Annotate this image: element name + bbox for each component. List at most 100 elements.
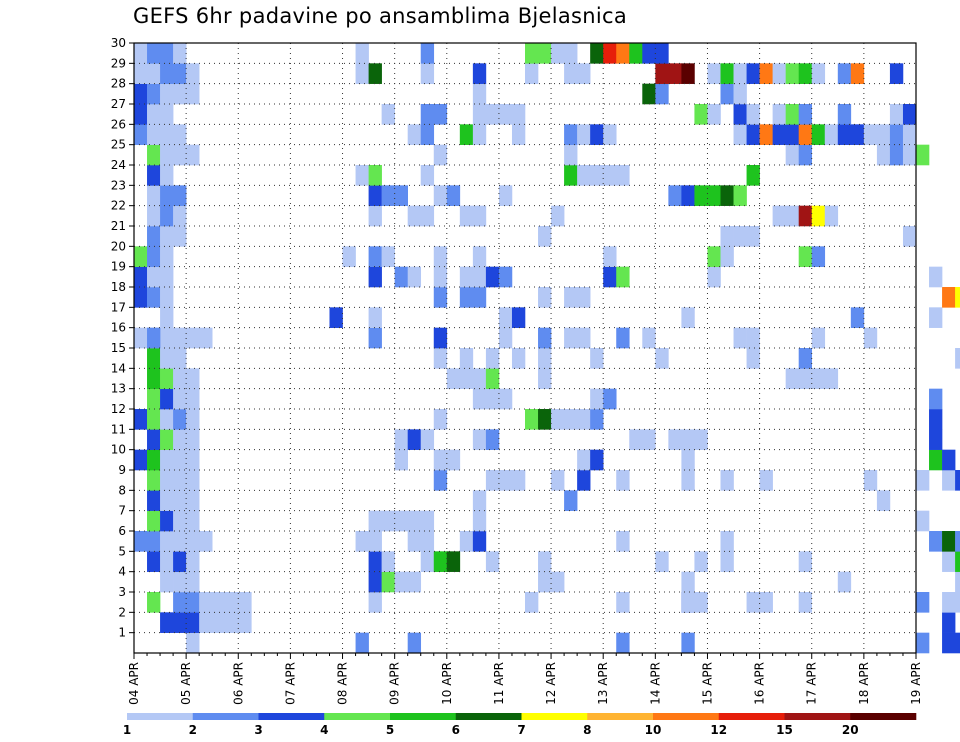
colorbar-label-4: 4 — [320, 723, 328, 737]
precip-cell-member-26 — [863, 124, 891, 145]
precip-cell-member-6 — [616, 531, 630, 552]
precip-cell-member-5 — [368, 551, 382, 572]
x-tick-label: 04 APR — [127, 662, 141, 705]
precip-cell-member-11 — [407, 429, 422, 450]
y-tick-label-18: 18 — [111, 280, 126, 294]
precip-cell-member-13 — [160, 388, 174, 410]
precip-cell-member-4 — [173, 571, 200, 593]
precip-cell-member-24 — [147, 165, 161, 186]
colorbar-swatch-5–6 — [390, 713, 457, 720]
precip-cell-member-27 — [746, 104, 760, 125]
precip-cell-member-16 — [147, 327, 161, 349]
precip-cell-member-23 — [433, 185, 448, 206]
precip-cell-member-15 — [511, 348, 526, 369]
precip-cell-member-3 — [173, 592, 200, 613]
x-tick-label: 19 APR — [909, 662, 923, 705]
precip-cell-member-25 — [876, 144, 891, 166]
precip-cell-member-23 — [381, 185, 408, 206]
precip-cell-member-23 — [147, 185, 161, 206]
x-tick-label: 17 APR — [805, 662, 819, 705]
precip-cell-member-19 — [707, 266, 721, 288]
precip-cell-member-27 — [472, 104, 526, 125]
precip-cell-member-21 — [720, 226, 734, 247]
precip-cell-member-26 — [759, 124, 773, 145]
precip-cell-member-19 — [603, 266, 617, 288]
precip-cell-member-4 — [551, 571, 565, 593]
precip-cell-member-27 — [381, 104, 395, 125]
precip-cell-member-26 — [746, 124, 760, 145]
precip-cell-member-26 — [511, 124, 526, 145]
precip-cell-member-28 — [472, 83, 487, 105]
precip-cell-member-23 — [733, 185, 747, 206]
precip-cell-member-16 — [642, 327, 656, 349]
precip-cell-member-26 — [564, 124, 578, 145]
x-tick-label: 10 APR — [440, 662, 454, 705]
x-tick-label: 06 APR — [231, 662, 245, 705]
precip-cell-member-26 — [733, 124, 747, 145]
precip-cell-member-6 — [955, 531, 960, 552]
precip-cell-member-29 — [368, 63, 382, 84]
precip-cell-member-16 — [134, 327, 213, 349]
precip-cell-member-9 — [551, 470, 565, 491]
x-tick-label: 12 APR — [544, 662, 558, 705]
precip-cell-member-12 — [173, 409, 187, 430]
precip-cell-member-3 — [616, 592, 630, 613]
precip-cell-member-11 — [485, 429, 500, 450]
precip-cell-member-3 — [368, 592, 382, 613]
precip-cell-member-1 — [355, 632, 369, 654]
precip-cell-member-1 — [616, 632, 630, 654]
precip-cell-member-10 — [577, 449, 591, 471]
precip-cell-member-26 — [772, 124, 799, 145]
precip-cell-member-27 — [147, 104, 174, 125]
precip-cell-member-18 — [134, 287, 148, 308]
precip-cell-member-1 — [916, 632, 930, 654]
precip-cell-member-30 — [642, 43, 656, 64]
precip-cell-member-16 — [433, 327, 448, 349]
y-tick-label-6: 6 — [118, 524, 126, 538]
colorbar-swatch-3–4 — [258, 713, 325, 720]
x-tick-label: 18 APR — [857, 662, 871, 705]
colorbar-label-12: 12 — [710, 723, 727, 737]
precip-cell-member-7 — [394, 510, 408, 532]
x-tick-label: 13 APR — [596, 662, 610, 705]
colorbar-swatch->20 — [850, 713, 917, 720]
precip-cell-member-9 — [863, 470, 878, 491]
y-tick-label-14: 14 — [111, 361, 126, 375]
precip-cell-member-24 — [746, 165, 760, 186]
y-tick-label-5: 5 — [118, 544, 126, 558]
precip-cell-member-20 — [603, 246, 617, 267]
precip-cell-member-5 — [446, 551, 461, 572]
precip-cell-member-12 — [590, 409, 604, 430]
precip-cell-member-14 — [485, 368, 500, 389]
precip-cell-member-13 — [603, 388, 617, 410]
precip-cell-member-20 — [160, 246, 174, 267]
colorbar-label-15: 15 — [776, 723, 793, 737]
y-tick-label-20: 20 — [111, 239, 126, 253]
y-tick-label-11: 11 — [111, 422, 126, 436]
precip-cell-member-12 — [160, 409, 174, 430]
precip-cell-member-19 — [498, 266, 513, 288]
precip-cell-member-11 — [681, 429, 708, 450]
precip-cell-member-11 — [173, 429, 200, 450]
precip-cell-member-5 — [942, 551, 956, 572]
precip-cell-member-25 — [902, 144, 917, 166]
precip-cell-member-29 — [759, 63, 773, 84]
precip-cell-member-13 — [147, 388, 161, 410]
precip-cell-member-28 — [134, 83, 148, 105]
precip-cell-member-27 — [785, 104, 799, 125]
precip-cell-member-18 — [942, 287, 956, 308]
y-tick-label-25: 25 — [111, 138, 126, 152]
precip-cell-member-24 — [368, 165, 382, 186]
precip-cell-member-20 — [381, 246, 395, 267]
precip-cell-member-20 — [433, 246, 448, 267]
precip-cell-member-26 — [603, 124, 617, 145]
precip-cell-member-21 — [538, 226, 552, 247]
x-tick-label: 15 APR — [700, 662, 714, 705]
colorbar-label-5: 5 — [386, 723, 394, 737]
precip-cell-member-29 — [850, 63, 865, 84]
precip-cell-member-17 — [368, 307, 382, 328]
precip-cell-member-15 — [538, 348, 552, 369]
precip-cell-member-11 — [929, 429, 943, 450]
precip-cell-member-18 — [147, 287, 161, 308]
y-tick-label-22: 22 — [111, 199, 126, 213]
